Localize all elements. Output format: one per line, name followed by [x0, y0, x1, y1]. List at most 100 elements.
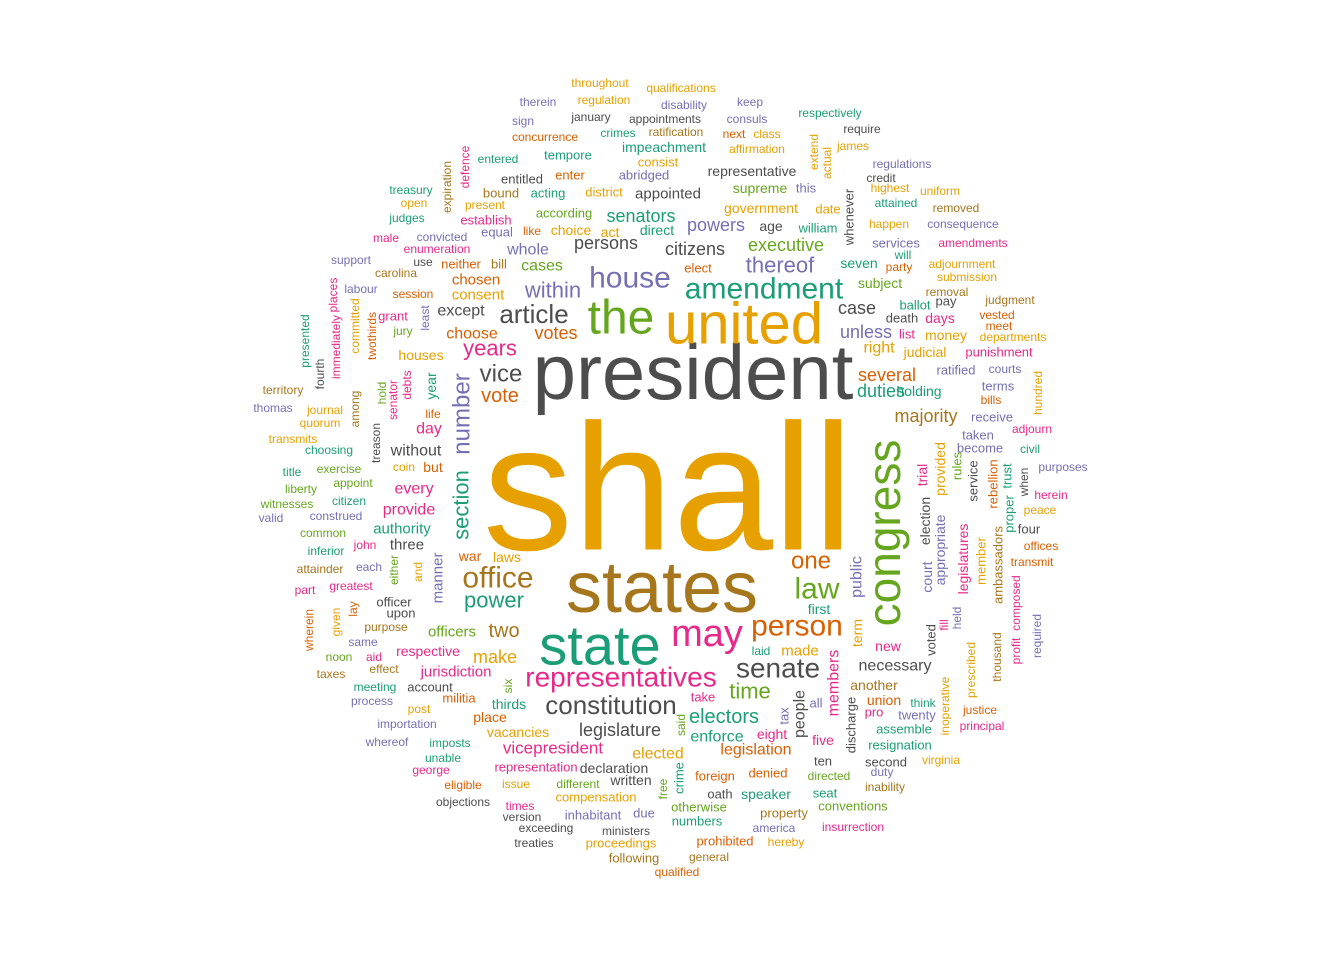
word-time: time	[729, 679, 771, 704]
word-john: john	[353, 538, 377, 552]
word-qualified: qualified	[655, 865, 700, 879]
word-choosing: choosing	[305, 443, 353, 457]
word-assemble: assemble	[876, 722, 932, 737]
word-rebellion: rebellion	[986, 459, 1001, 508]
word-taken: taken	[962, 428, 994, 443]
word-members: members	[826, 650, 843, 717]
word-constitution: constitution	[545, 690, 677, 720]
word-either: either	[387, 555, 401, 585]
word-qualifications: qualifications	[646, 81, 715, 95]
word-rules: rules	[950, 451, 965, 480]
word-jurisdiction: jurisdiction	[420, 664, 492, 681]
word-representative: representative	[708, 163, 797, 179]
word-grant: grant	[378, 309, 408, 324]
word-witnesses: witnesses	[260, 497, 314, 511]
word-take: take	[691, 690, 716, 705]
word-duty: duty	[871, 765, 894, 779]
word-class: class	[753, 127, 780, 141]
word-written: written	[609, 772, 651, 788]
word-another: another	[850, 677, 898, 693]
word-support: support	[331, 253, 372, 267]
word-equal: equal	[481, 225, 513, 240]
word-one: one	[791, 548, 831, 575]
word-throughout: throughout	[571, 76, 629, 90]
word-six: six	[501, 679, 515, 694]
word-laid: laid	[752, 644, 771, 658]
word-liberty: liberty	[285, 482, 317, 496]
word-establish: establish	[460, 213, 511, 228]
word-necessary: necessary	[859, 658, 932, 675]
word-convicted: convicted	[417, 230, 468, 244]
word-adjournment: adjournment	[929, 257, 996, 271]
word-insurrection: insurrection	[822, 820, 884, 834]
word-choice: choice	[551, 222, 592, 238]
word-held: held	[950, 607, 964, 630]
word-whenever: whenever	[842, 188, 857, 246]
word-resignation: resignation	[868, 738, 932, 753]
word-virginia: virginia	[922, 753, 960, 767]
word-punishment: punishment	[965, 345, 1033, 360]
word-become: become	[957, 441, 1003, 456]
word-issue: issue	[502, 777, 530, 791]
word-affirmation: affirmation	[729, 142, 785, 156]
word-hundred: hundred	[1031, 371, 1045, 415]
word-made: made	[781, 643, 819, 660]
word-war: war	[458, 548, 482, 564]
word-make: make	[473, 647, 517, 667]
word-pay: pay	[936, 294, 957, 309]
word-compensation: compensation	[556, 790, 637, 805]
word-impeachment: impeachment	[622, 139, 706, 155]
word-laws: laws	[493, 549, 521, 565]
word-speaker: speaker	[741, 786, 791, 802]
word-second: second	[865, 755, 907, 770]
word-legislation: legislation	[720, 742, 791, 759]
word-money: money	[925, 327, 967, 343]
word-concurrence: concurrence	[512, 130, 578, 144]
word-consent: consent	[452, 287, 505, 304]
word-right: right	[863, 340, 895, 357]
word-exercise: exercise	[317, 462, 362, 476]
word-vicepresident: vicepresident	[503, 739, 603, 758]
word-credit: credit	[866, 171, 896, 185]
word-choose: choose	[446, 326, 498, 343]
word-union: union	[867, 692, 901, 708]
word-eligible: eligible	[444, 778, 482, 792]
word-will: will	[894, 248, 912, 262]
word-next: next	[723, 127, 746, 141]
word-meet: meet	[986, 319, 1013, 333]
word-manner: manner	[430, 553, 447, 604]
word-majority: majority	[894, 406, 957, 426]
word-votes: votes	[534, 323, 577, 343]
word-labour: labour	[344, 282, 377, 296]
word-law: law	[794, 573, 839, 606]
word-article: article	[499, 299, 568, 329]
word-times: times	[506, 799, 535, 813]
word-persons: persons	[574, 233, 638, 253]
word-office: office	[462, 562, 533, 595]
word-composed: composed	[1009, 575, 1023, 630]
word-amendment: amendment	[685, 273, 844, 306]
word-foreign: foreign	[695, 769, 735, 784]
word-inhabitant: inhabitant	[565, 808, 622, 823]
word-conventions: conventions	[818, 799, 888, 814]
word-president: president	[533, 328, 854, 416]
word-member: member	[974, 536, 989, 584]
word-death: death	[886, 311, 919, 326]
word-george: george	[412, 763, 450, 777]
word-government: government	[724, 200, 798, 216]
word-due: due	[633, 806, 655, 821]
word-quorum: quorum	[300, 416, 341, 430]
word-enumeration: enumeration	[404, 242, 471, 256]
word-attained: attained	[875, 196, 918, 210]
word-regulation: regulation	[578, 93, 631, 107]
word-thousand: thousand	[990, 632, 1004, 681]
word-importation: importation	[377, 717, 436, 731]
word-judgment: judgment	[984, 293, 1035, 307]
word-ministers: ministers	[602, 824, 650, 838]
word-bill: bill	[491, 257, 507, 272]
word-directed: directed	[808, 769, 851, 783]
word-ballot: ballot	[899, 298, 930, 313]
word-highest: highest	[871, 181, 910, 195]
word-person: person	[751, 610, 843, 643]
word-entitled: entitled	[501, 172, 543, 187]
